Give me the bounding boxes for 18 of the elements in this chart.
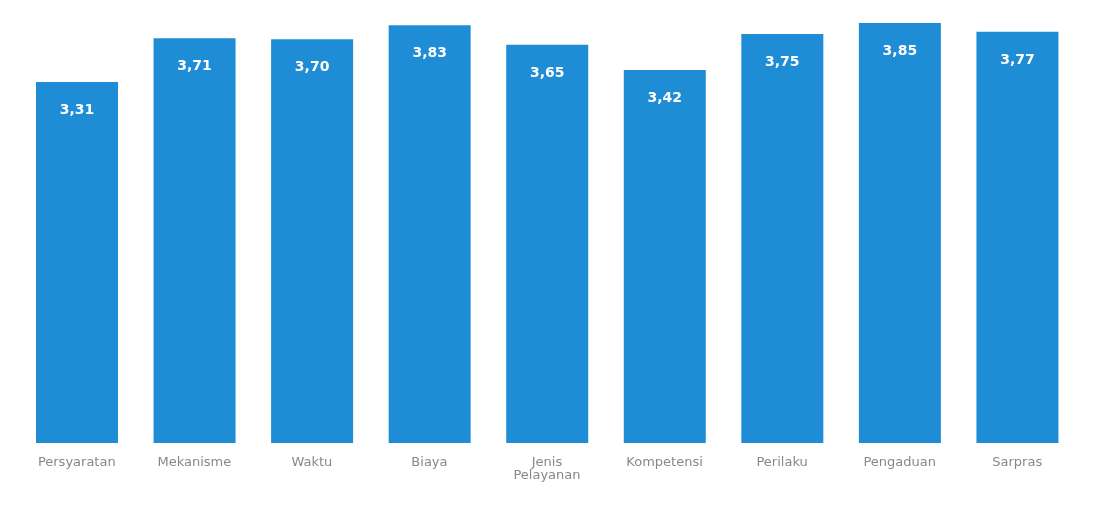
- x-tick-label: Pengaduan: [863, 454, 936, 470]
- x-tick-label: Mekanisme: [157, 454, 232, 470]
- data-label: 3,65: [529, 63, 565, 80]
- data-label: 3,42: [647, 88, 683, 105]
- x-tick-label: Perilaku: [756, 454, 808, 470]
- data-label: 3,77: [1000, 50, 1035, 67]
- x-tick-label: Jenis Pelayanan: [513, 454, 581, 483]
- data-label: 3,85: [882, 41, 918, 58]
- x-tick-label: Waktu: [291, 454, 333, 470]
- data-label: 3,71: [177, 57, 212, 74]
- data-label: 3,70: [294, 58, 330, 75]
- x-tick-label: Kompetensi: [626, 454, 703, 470]
- data-label: 3,31: [59, 100, 95, 117]
- x-tick-label: Persyaratan: [37, 454, 116, 470]
- data-label: 3,83: [412, 44, 447, 61]
- x-tick-label: Sarpras: [992, 454, 1043, 470]
- data-label: 3,75: [765, 52, 800, 69]
- x-tick-label: Biaya: [411, 454, 448, 470]
